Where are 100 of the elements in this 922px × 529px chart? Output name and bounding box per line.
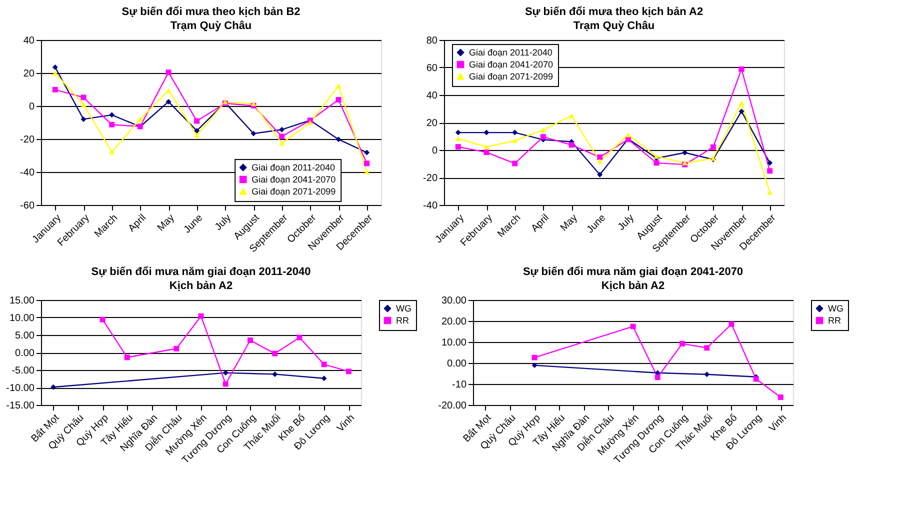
point	[455, 130, 461, 136]
point	[194, 118, 200, 124]
point	[728, 321, 734, 327]
y-tick-label: 20	[426, 118, 438, 129]
x-tick-label: Vinh	[767, 412, 789, 434]
y-tick-label: 60	[426, 63, 438, 74]
y-tick-label: 20	[23, 68, 35, 80]
chart-title: Sự biến đổi mưa năm giai đoạn 2041-2070	[522, 266, 744, 278]
legend-label: Giai đoạn 2071-2099	[469, 72, 554, 82]
point	[166, 98, 172, 104]
point	[484, 130, 490, 136]
y-tick-label: 30.00	[441, 296, 467, 306]
chart-subtitle: Kịch bản A2	[169, 280, 233, 292]
x-tick-label: May	[156, 212, 177, 234]
y-tick-label: -15.00	[6, 400, 35, 412]
y-tick-label: 0.00	[447, 358, 467, 370]
y-tick-label: 10.00	[441, 338, 467, 348]
point	[597, 158, 603, 164]
point	[52, 86, 58, 92]
point	[512, 130, 518, 136]
point	[364, 169, 370, 174]
point	[174, 346, 180, 352]
point	[80, 116, 86, 122]
point	[279, 134, 285, 140]
point	[767, 168, 773, 174]
point	[124, 354, 130, 360]
point	[484, 150, 490, 156]
point	[272, 371, 278, 377]
chart-title: Sự biến đổi mưa theo kịch bản A2	[524, 6, 704, 18]
y-tick-label: 40	[23, 36, 35, 46]
point	[166, 70, 172, 76]
point	[738, 66, 744, 72]
y-tick-label: -10.00	[6, 383, 35, 394]
legend-label: Giai đoạn 2041-2070	[252, 174, 336, 184]
point	[767, 160, 773, 166]
point	[704, 372, 710, 378]
point	[109, 112, 115, 118]
point	[336, 96, 342, 102]
chart-subtitle: Trạm Quỳ Châu	[170, 20, 252, 32]
point	[194, 128, 200, 134]
point	[52, 70, 58, 76]
x-tick-label: July	[616, 212, 636, 233]
point	[109, 150, 115, 154]
legend-label: WG	[828, 304, 844, 314]
point	[321, 376, 327, 382]
point	[250, 130, 256, 136]
point	[279, 126, 285, 132]
point	[778, 394, 784, 400]
x-tick-label: July	[213, 212, 234, 233]
chart-subtitle: Kịch bản A2	[601, 280, 665, 292]
point	[654, 374, 660, 380]
y-tick-label: 0	[28, 102, 35, 112]
point	[455, 144, 461, 150]
point	[710, 144, 716, 150]
point	[80, 102, 86, 107]
point	[540, 134, 546, 140]
point	[682, 150, 688, 156]
point	[272, 350, 278, 356]
x-tick-label: Vinh	[335, 412, 357, 434]
point	[222, 370, 228, 376]
point	[137, 116, 143, 122]
y-tick-label: 80	[426, 36, 438, 46]
point	[166, 88, 172, 93]
y-tick-label: 5.00	[15, 330, 35, 342]
point	[597, 172, 603, 178]
point	[568, 113, 574, 118]
y-tick-label: 15.00	[9, 296, 35, 306]
point	[532, 354, 538, 360]
point	[346, 368, 352, 374]
chart-title: Sự biến đổi mưa năm giai đoạn 2011-2040	[91, 266, 311, 278]
y-tick-label: -10	[452, 380, 467, 390]
y-tick-label: -60	[20, 200, 35, 212]
legend-label: Giai đoạn 2071-2099	[252, 186, 336, 196]
point	[247, 338, 253, 343]
point	[630, 324, 636, 330]
legend-label: RR	[396, 316, 410, 326]
point	[364, 150, 370, 156]
point	[194, 133, 200, 138]
point	[568, 142, 574, 148]
y-tick-label: 40	[426, 90, 438, 102]
chart-title: Sự biến đổi mưa theo kịch bản B2	[122, 6, 300, 18]
legend-label: WG	[396, 304, 412, 314]
y-tick-label: 0.00	[15, 348, 35, 359]
chart-subtitle: Trạm Quỳ Châu	[573, 20, 655, 32]
point	[296, 334, 302, 340]
point	[704, 345, 710, 351]
point	[512, 138, 518, 144]
legend-label: Giai đoạn 2011-2040	[469, 48, 552, 58]
point	[625, 132, 631, 138]
legend-label: RR	[828, 316, 842, 326]
point	[532, 362, 538, 368]
point	[109, 122, 115, 128]
point	[484, 144, 490, 150]
point	[50, 384, 56, 390]
point	[321, 362, 327, 368]
point	[597, 154, 603, 160]
y-tick-label: -20	[423, 173, 438, 184]
point	[540, 128, 546, 132]
point	[100, 316, 106, 322]
y-tick-label: -20	[20, 134, 35, 146]
